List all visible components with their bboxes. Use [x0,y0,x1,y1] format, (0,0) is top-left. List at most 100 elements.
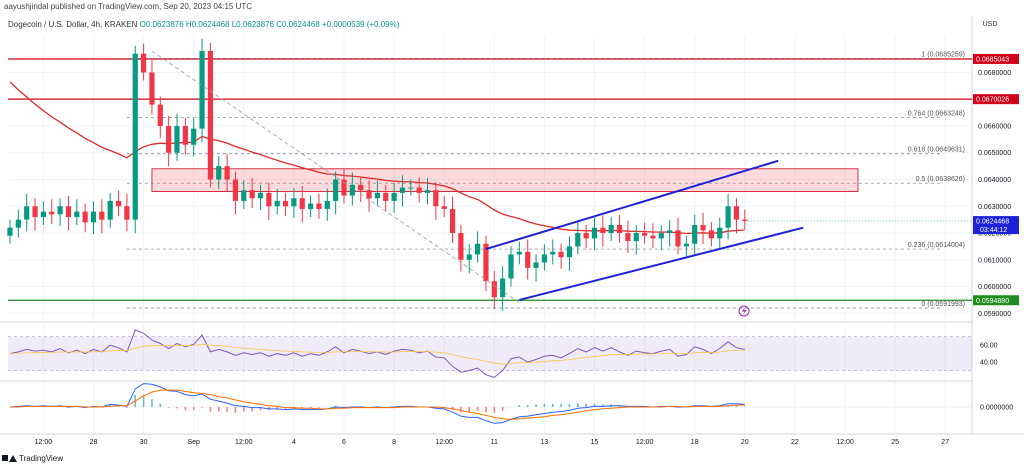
candle-body [115,200,122,207]
candle-body [566,246,573,258]
resistance-price-label: 0.0670026 [976,97,1009,104]
candle-body [90,211,97,223]
candle-body [65,206,72,217]
candle-body [291,198,297,207]
current-price-tag [973,216,1019,235]
price-axis[interactable]: 0.05900000.06000000.06100000.06200000.06… [973,53,1019,412]
candle-body [550,251,556,255]
ohlc-values: O0.0623876 H0.0624468 L0.0623876 C0.0624… [139,20,400,29]
candle-body [416,187,422,193]
rsi-tick-label: 40.00 [980,360,998,367]
candle-body [508,254,514,279]
symbol-name: Dogecoin / U.S. Dollar, 4h, KRAKEN [8,20,138,29]
candle-body [683,243,689,247]
candle-body [224,166,230,180]
candle-body [475,243,481,255]
support-price-tag [973,295,1019,306]
candle-body [424,190,431,193]
candle-body [717,227,723,239]
candle-body [149,72,155,105]
trend-lines[interactable] [151,50,804,303]
candle-body [24,206,30,220]
alert-icon[interactable] [738,305,750,317]
time-tick-label: 11 [491,439,498,446]
candle-body [491,281,497,298]
candle-body [483,243,489,282]
candle-body [299,198,305,209]
price-tick-label: 0.0610000 [978,257,1011,264]
candle-body [441,206,447,209]
candle-body [391,192,397,201]
time-tick-label: 12:00 [836,439,854,446]
time-tick-label: 18 [691,439,699,446]
fib-label: 0.764 (0.0663248) [908,110,965,117]
time-tick-label: 28 [90,439,98,446]
candle-body [274,200,280,207]
candle-body [99,211,105,220]
candle-body [324,200,330,209]
candle-body [650,235,656,239]
time-tick-label: 12:00 [235,439,253,446]
macd-zero-label: 0.0000000 [980,405,1013,412]
candle-body [708,230,714,239]
candle-body [341,179,347,196]
candle-body [316,203,322,209]
candle-body [257,192,264,199]
time-tick-label: 13 [541,439,549,446]
candle-body [207,51,213,180]
moving-average [9,81,745,235]
candle-body [107,200,113,220]
candle-body [32,206,38,217]
candle-body [591,227,598,239]
candle-body [408,187,414,189]
price-tick-label: 0.0600000 [978,284,1011,291]
fib-label: 0.618 (0.0649631) [908,147,965,154]
rsi-band [8,336,972,371]
time-tick-label: 12:00 [435,439,453,446]
candle-body [449,208,456,234]
candle-body [383,192,389,201]
candle-body [249,190,255,199]
candle-body [232,179,239,201]
candle-body [516,251,522,255]
candle-body [166,125,172,153]
candle-body [500,278,506,298]
candle-body [266,192,272,207]
tradingview-logo-icon [2,454,17,463]
footer-brand: TradingView [19,454,64,463]
candle-body [182,125,188,145]
resistance-zone [151,168,859,192]
candle-body [57,206,63,215]
symbol-info: Dogecoin / U.S. Dollar, 4h, KRAKEN O0.06… [8,20,399,29]
candle-body [241,190,247,201]
candle-body [308,203,314,209]
macd-signal-line [10,389,745,420]
fib-label: 0 (0.0591993) [921,301,965,308]
candle-body [692,225,698,244]
time-tick-label: 27 [941,439,949,446]
price-tick-label: 0.0660000 [978,123,1011,130]
candle-body [15,219,21,228]
time-tick-label: 8 [392,439,396,446]
candle-body [742,219,748,221]
time-axis[interactable]: 12:00 28 30 Sep 12:00 4 6 8 12:00 11 13 15 12:00 18 20… [35,439,950,446]
candle-body [525,251,531,268]
candle-body [733,206,740,220]
time-tick-label: 6 [342,439,346,446]
fib-label: 0.5 (0.0638626) [916,176,965,183]
currency-label: USD [983,21,998,28]
candle-body [374,192,380,199]
macd-line [9,383,745,424]
candle-body [433,190,439,207]
downtrend-line [151,50,520,303]
candle-body [174,125,180,153]
current-price-label: 0.0624468 [976,219,1009,226]
channel-upper-line [485,159,779,251]
time-tick-label: 4 [292,439,296,446]
price-levels [8,58,972,301]
candle-body [282,200,289,207]
footer: TradingView [2,454,63,463]
fib-label: 1 (0.0685259) [921,51,965,58]
candle-body [458,233,464,260]
chart-canvas[interactable]: 1 (0.0685259) 0.764 (0.0663248) 0.618 (0.0… [0,0,1024,454]
